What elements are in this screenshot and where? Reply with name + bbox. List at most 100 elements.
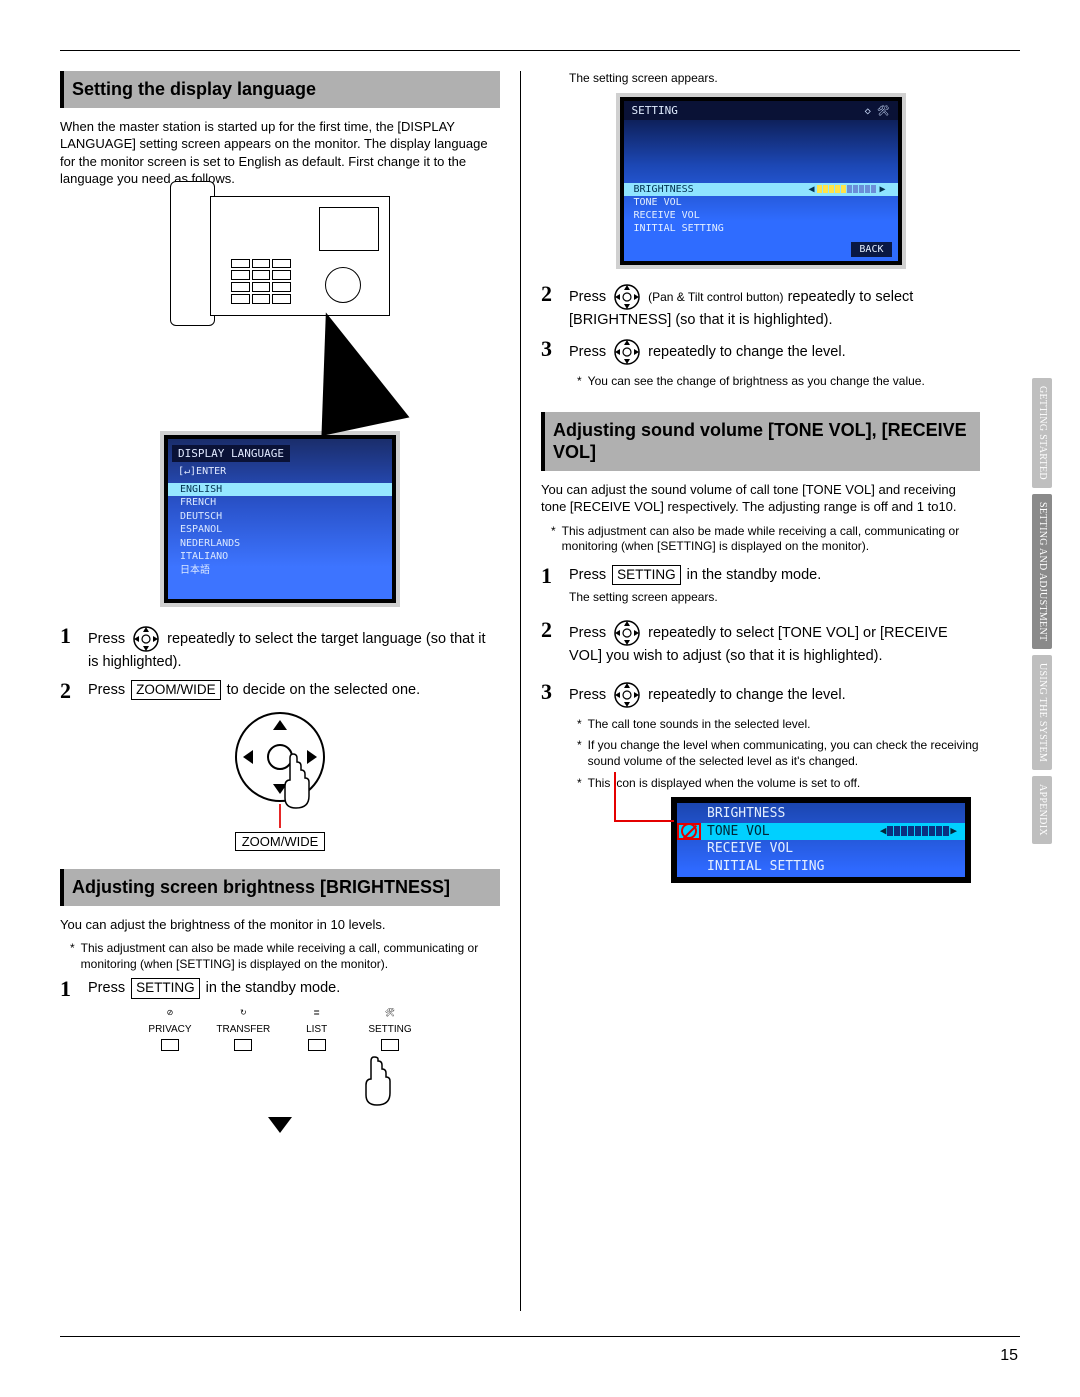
text: to decide on the selected one. xyxy=(227,682,420,698)
text: Press xyxy=(88,631,129,647)
asterisk: * xyxy=(577,374,582,390)
device-dpad xyxy=(325,267,361,303)
volume-meter: ◀ ▶ xyxy=(880,824,957,839)
asterisk: * xyxy=(577,776,582,792)
softkey-row-illustration: ⊘ PRIVACY ↻ TRANSFER ≣ LIST xyxy=(140,1008,420,1133)
step-text: Press repeatedly to change the level. xyxy=(569,681,980,709)
language-item: FRENCH xyxy=(168,496,392,510)
setting-row: BRIGHTNESS xyxy=(677,805,965,823)
text: Press xyxy=(569,344,610,360)
row-label: TONE VOL xyxy=(634,196,682,209)
numbered-step: 3 Press repeatedly to change the level. xyxy=(541,338,980,366)
text: Press xyxy=(88,682,129,698)
numbered-step: 2 Press ZOOM/WIDE to decide on the selec… xyxy=(60,680,500,702)
language-item: ITALIANO xyxy=(168,550,392,564)
numbered-step: 2 Press (Pan & Tilt control button) repe… xyxy=(541,283,980,331)
step-text: Press repeatedly to select [TONE VOL] or… xyxy=(569,619,980,667)
softkey-label: SETTING xyxy=(368,1024,411,1035)
note-text: If you change the level when communicati… xyxy=(588,738,980,769)
numbered-step: 3 Press repeatedly to change the level. xyxy=(541,681,980,709)
privacy-icon: ⊘ xyxy=(163,1008,177,1022)
sub-caption: The setting screen appears. xyxy=(569,590,980,606)
screen-title: DISPLAY LANGUAGE xyxy=(172,445,290,462)
step-text: Press (Pan & Tilt control button) repeat… xyxy=(569,283,980,331)
tab-appendix[interactable]: APPENDIX xyxy=(1032,776,1052,844)
setting-screenshot: SETTING ◇🛠 BRIGHTNESS ◀ ▶ xyxy=(616,93,906,269)
topbar-icons: ◇🛠 xyxy=(859,104,890,117)
right-column: The setting screen appears. SETTING ◇🛠 B… xyxy=(520,71,980,1311)
asterisk: * xyxy=(551,524,556,555)
text: in the standby mode. xyxy=(206,980,341,996)
step-text: Press ZOOM/WIDE to decide on the selecte… xyxy=(88,680,500,701)
step-number: 1 xyxy=(60,625,78,647)
step-number: 1 xyxy=(541,565,559,587)
rule-bottom xyxy=(60,1336,1020,1337)
note-text: This adjustment can also be made while r… xyxy=(81,941,500,972)
asterisk: * xyxy=(577,717,582,733)
text: Press xyxy=(569,687,610,703)
setting-icon: 🛠 xyxy=(383,1008,397,1022)
list-icon: ≣ xyxy=(310,1008,324,1022)
language-item: ENGLISH xyxy=(168,483,392,497)
row-label: RECEIVE VOL xyxy=(634,209,700,222)
softkey: ↻ TRANSFER xyxy=(213,1008,273,1051)
text: Press xyxy=(569,288,610,304)
tab-setting-adjustment[interactable]: SETTING AND ADJUSTMENT xyxy=(1032,494,1052,649)
enter-hint: [↵]ENTER xyxy=(172,465,232,478)
tab-getting-started[interactable]: GETTING STARTED xyxy=(1032,378,1052,488)
handset-shape xyxy=(170,181,215,326)
text: (Pan & Tilt control button) xyxy=(648,289,783,303)
zoom-wide-illustration: ZOOM/WIDE xyxy=(190,712,370,851)
intro-paragraph: You can adjust the sound volume of call … xyxy=(541,481,980,516)
asterisk: * xyxy=(577,738,582,769)
numbered-step: 1 Press SETTING in the standby mode. The… xyxy=(541,565,980,611)
caption: The setting screen appears. xyxy=(569,71,980,87)
mute-off-icon xyxy=(681,823,697,839)
master-station-illustration xyxy=(120,196,440,316)
pan-tilt-icon xyxy=(132,625,160,653)
pan-tilt-icon xyxy=(613,338,641,366)
tone-vol-screenshot: BRIGHTNESS TONE VOL ◀ ▶ RECEIVE VOL INIT… xyxy=(671,797,971,883)
note-text: The call tone sounds in the selected lev… xyxy=(588,717,811,733)
callout-line xyxy=(614,820,674,822)
text: Press xyxy=(569,625,610,641)
row-label: RECEIVE VOL xyxy=(707,840,793,858)
softkey-label: PRIVACY xyxy=(148,1024,191,1035)
intro-paragraph: When the master station is started up fo… xyxy=(60,118,500,188)
text: Press xyxy=(88,980,129,996)
step-text: Press repeatedly to select the target la… xyxy=(88,625,500,673)
setting-row: TONE VOL ◀ ▶ xyxy=(677,823,965,841)
row-label: TONE VOL xyxy=(707,823,770,841)
pan-tilt-icon xyxy=(613,681,641,709)
row-label: INITIAL SETTING xyxy=(634,222,724,235)
note-text: This icon is displayed when the volume i… xyxy=(588,776,861,792)
step-number: 3 xyxy=(541,681,559,703)
text: Press xyxy=(569,567,610,583)
step-text: Press SETTING in the standby mode. xyxy=(88,978,500,999)
setting-row: RECEIVE VOL xyxy=(677,840,965,858)
page-number: 15 xyxy=(1000,1347,1018,1365)
softkey: ⊘ PRIVACY xyxy=(140,1008,200,1051)
note-text: You can see the change of brightness as … xyxy=(588,374,925,390)
note: * This adjustment can also be made while… xyxy=(60,941,500,972)
language-item: ESPANOL xyxy=(168,523,392,537)
device-keypad xyxy=(231,259,291,304)
language-list: ENGLISH FRENCH DEUTSCH ESPANOL NEDERLAND… xyxy=(168,483,392,578)
note: * This icon is displayed when the volume… xyxy=(541,776,980,792)
zoom-wide-label: ZOOM/WIDE xyxy=(235,832,326,851)
tab-using-system[interactable]: USING THE SYSTEM xyxy=(1032,655,1052,770)
softkey: ≣ LIST xyxy=(287,1008,347,1051)
left-column: Setting the display language When the ma… xyxy=(60,71,520,1311)
asterisk: * xyxy=(70,941,75,972)
numbered-step: 1 Press repeatedly to select the target … xyxy=(60,625,500,673)
step-text: Press repeatedly to change the level. xyxy=(569,338,980,366)
setting-row: TONE VOL xyxy=(624,196,898,209)
device-screen xyxy=(319,207,379,251)
finger-icon xyxy=(279,752,313,812)
intro-paragraph: You can adjust the brightness of the mon… xyxy=(60,916,500,934)
softkey: 🛠 SETTING xyxy=(360,1008,420,1051)
row-label: BRIGHTNESS xyxy=(634,183,694,196)
dpad-circle xyxy=(235,712,325,802)
step-text: Press SETTING in the standby mode. The s… xyxy=(569,565,980,611)
step-number: 2 xyxy=(60,680,78,702)
